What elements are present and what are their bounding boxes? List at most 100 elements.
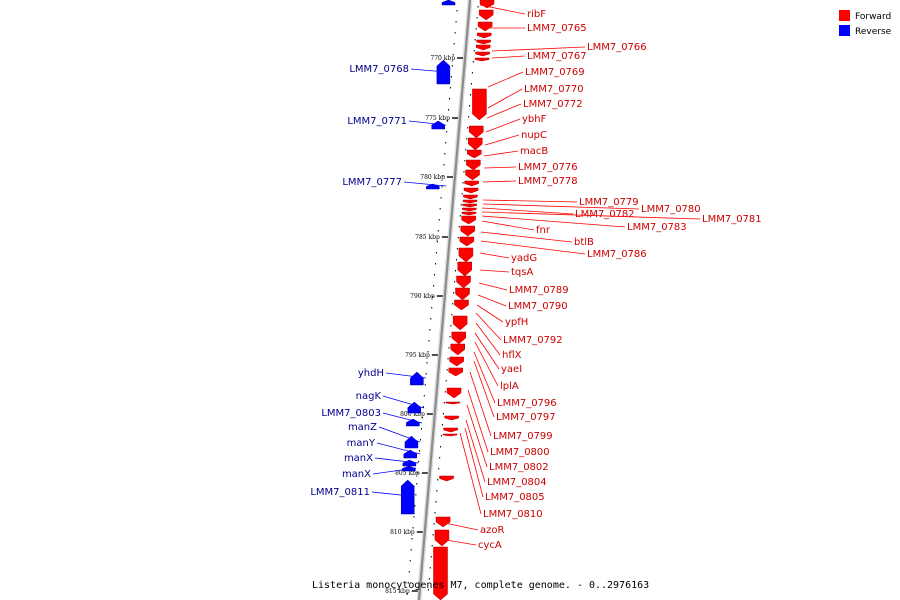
legend-forward-label: Forward [855,12,891,22]
forward-gene-feature [465,169,480,181]
reverse-label-leader [378,426,421,443]
forward-gene-feature [462,203,477,208]
forward-gene-feature [474,57,490,62]
forward-grid-mark [427,589,429,591]
forward-grid-mark [459,215,461,217]
forward-gene-feature [433,546,448,600]
reverse-grid-mark [450,76,452,78]
forward-gene-label: LMM7_0796 [497,398,557,409]
reverse-gene-feature [406,418,420,427]
reverse-grid-mark [429,329,431,331]
backbone-layer [406,0,479,600]
forward-gene-feature [444,415,459,421]
backbone-line [417,0,472,600]
forward-gene-feature [445,401,461,405]
reverse-label-leader [408,120,447,126]
forward-gene-label: LMM7_0780 [641,204,701,215]
forward-grid-mark [463,171,465,173]
forward-gene-feature [460,225,476,237]
forward-grid-mark [444,391,446,393]
forward-gene-label: LMM7_0799 [493,431,553,442]
forward-label-leader [475,312,502,341]
forward-label-leader [480,231,573,243]
tick-label: 790 kbp [410,293,435,300]
forward-grid-mark [471,72,473,74]
reverse-grid-mark [415,494,417,496]
forward-gene-feature [478,9,494,21]
forward-gene-label: LMM7_0790 [508,301,568,312]
reverse-grid-mark [419,450,421,452]
forward-gene-label: fnr [536,225,551,236]
forward-gene-label: yadG [511,253,537,264]
reverse-grid-mark [436,241,438,243]
reverse-grid-mark [418,461,420,463]
forward-gene-feature [467,149,482,159]
forward-grid-mark [438,468,440,470]
reverse-grid-mark [446,131,448,133]
reverse-grid-mark [421,417,423,419]
forward-label-leader [476,304,504,323]
forward-label-leader [474,332,500,370]
forward-label-leader [486,103,522,119]
reverse-gene-label: manY [347,438,376,449]
forward-gene-label: LMM7_0767 [527,51,587,62]
reverse-grid-mark [435,252,437,254]
reverse-grid-mark [434,263,436,265]
forward-grid-mark [452,303,454,305]
tick-label: 775 kbp [425,115,450,122]
forward-grid-mark [441,424,443,426]
forward-grid-mark [473,50,475,52]
forward-label-leader [480,240,586,255]
forward-grid-mark [439,457,441,459]
reverse-grid-mark [410,549,412,551]
reverse-gene-label: manZ [348,422,377,433]
tick-label: 810 kbp [390,529,415,536]
reverse-grid-mark [448,109,450,111]
forward-gene-label: LMM7_0800 [490,447,550,458]
forward-gene-feature [461,215,476,225]
forward-grid-mark [470,94,472,96]
reverse-grid-mark [437,230,439,232]
forward-gene-label: LMM7_0810 [483,509,543,520]
forward-grid-mark [443,402,445,404]
reverse-grid-mark [444,153,446,155]
forward-grid-mark [442,413,444,415]
reverse-grid-mark [411,538,413,540]
reverse-gene-feature [404,435,419,449]
tick-label: 815 kbp [385,588,410,595]
forward-gene-label: yaeI [501,364,522,375]
forward-gene-label: LMM7_0786 [587,249,647,260]
forward-grid-mark [460,204,462,206]
reverse-grid-mark [417,472,419,474]
reverse-grid-mark [430,318,432,320]
reverse-grid-mark [454,32,456,34]
forward-label-leader [487,88,523,109]
forward-label-leader [444,522,479,531]
reverse-grid-mark [456,10,458,12]
tick-label: 795 kbp [405,352,430,359]
forward-grid-mark [465,149,467,151]
forward-gene-label: nupC [521,130,547,141]
forward-label-leader [481,220,535,231]
reverse-label-leader [410,68,447,73]
forward-label-leader [477,294,507,307]
forward-grid-mark [432,534,434,536]
forward-grid-mark [441,435,443,437]
forward-label-leader [484,134,520,146]
forward-gene-feature [457,261,472,277]
forward-label-leader [473,360,495,418]
forward-grid-mark [468,116,470,118]
forward-gene-feature [472,88,487,121]
legend-reverse-swatch [839,25,850,36]
reverse-gene-feature [400,479,415,515]
forward-grid-mark [457,237,459,239]
forward-gene-feature [452,315,468,331]
forward-grid-mark [476,17,478,19]
forward-gene-label: LMM7_0770 [524,84,584,95]
reverse-grid-mark [424,384,426,386]
forward-gene-feature [434,529,450,547]
forward-grid-mark [464,160,466,162]
reverse-grid-mark [426,362,428,364]
forward-grid-mark [436,490,438,492]
reverse-grid-mark [445,142,447,144]
